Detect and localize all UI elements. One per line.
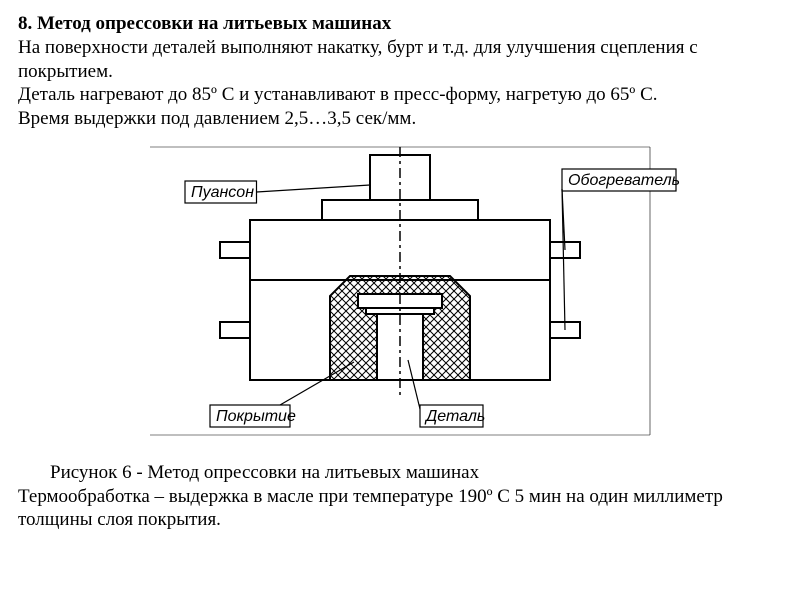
svg-text:Обогреватель: Обогреватель	[568, 172, 680, 189]
paragraph-3: Время выдержки под давлением 2,5…3,5 сек…	[18, 107, 782, 131]
section-heading: 8. Метод опрессовки на литьевых машинах	[18, 12, 782, 36]
paragraph-1: На поверхности деталей выполняют накатку…	[18, 36, 782, 84]
svg-text:Деталь: Деталь	[424, 408, 485, 425]
svg-text:Покрытие: Покрытие	[216, 408, 296, 425]
svg-text:Пуансон: Пуансон	[191, 184, 254, 201]
paragraph-2: Деталь нагревают до 85º С и устанавливаю…	[18, 83, 782, 107]
figure: Пуансон Обогреватель Покрытие Деталь	[18, 135, 782, 455]
figure-caption: Рисунок 6 - Метод опрессовки на литьевых…	[18, 461, 782, 485]
press-diagram: Пуансон Обогреватель Покрытие Деталь	[90, 135, 710, 455]
paragraph-4: Термообработка – выдержка в масле при те…	[18, 485, 782, 533]
